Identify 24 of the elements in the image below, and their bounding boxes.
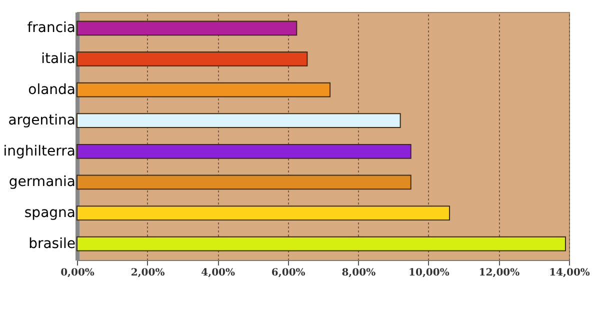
x-tick-label: 12,00% — [478, 268, 520, 278]
x-tick-label: 2,00% — [130, 268, 166, 278]
x-tick-label: 14,00% — [549, 268, 590, 278]
y-tick-label: spagna — [24, 205, 76, 222]
x-tick-label: 0,00% — [60, 268, 95, 278]
x-tick-label: 4,00% — [201, 268, 236, 278]
x-tick-label: 6,00% — [271, 268, 306, 278]
bar — [76, 20, 298, 36]
y-tick-label: olanda — [28, 82, 76, 98]
y-tick-label: inghilterra — [3, 143, 76, 160]
x-tick-label: 10,00% — [408, 268, 450, 278]
bar — [76, 236, 566, 252]
y-tick-label: francia — [27, 20, 76, 36]
y-tick-label: italia — [41, 50, 76, 67]
bar — [76, 174, 412, 190]
y-tick-label: brasile — [28, 236, 76, 252]
x-tick-label: 8,00% — [342, 268, 376, 278]
bar — [76, 113, 401, 128]
y-tick-label: germania — [8, 174, 76, 190]
bar — [76, 82, 331, 98]
y-tick-label: argentina — [8, 112, 76, 129]
bar — [76, 144, 412, 159]
bar — [76, 52, 308, 66]
bar — [76, 206, 450, 220]
